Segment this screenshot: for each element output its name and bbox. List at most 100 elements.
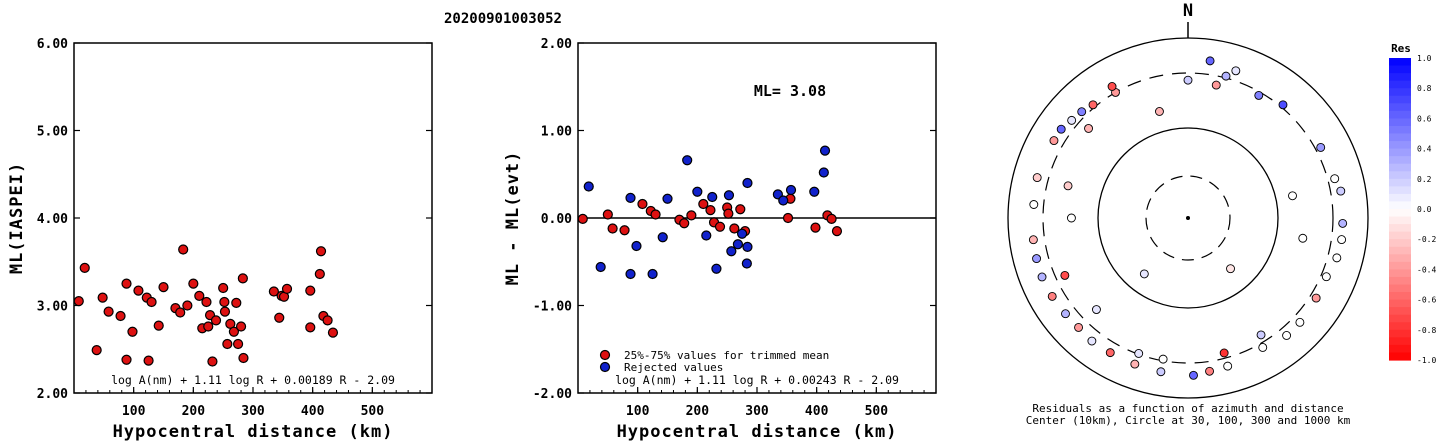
x-tick-label: 400 <box>301 404 325 419</box>
data-point <box>238 352 249 364</box>
colorbar-cell <box>1389 125 1411 135</box>
station-point <box>1231 66 1241 76</box>
data-point <box>742 241 753 252</box>
data-point <box>274 312 285 323</box>
data-point <box>314 268 325 280</box>
magnitude-formula: log A(nm) + 1.11 log R + 0.00243 R - 2.0… <box>615 373 899 387</box>
station-point <box>1298 233 1308 243</box>
data-point <box>268 286 279 297</box>
data-point <box>222 338 233 350</box>
x-axis-label: Hypocentral distance (km) <box>617 422 898 441</box>
data-point <box>577 213 588 224</box>
colorbar-cell <box>1389 201 1411 210</box>
colorbar-cell <box>1389 239 1411 248</box>
station-point <box>1282 331 1292 340</box>
colorbar-cell <box>1389 337 1411 346</box>
data-point <box>707 191 718 203</box>
data-point <box>647 268 658 280</box>
data-point <box>158 282 169 293</box>
station-point <box>1032 173 1042 183</box>
colorbar-cell <box>1389 352 1411 361</box>
colorbar-cell <box>1389 322 1411 331</box>
colorbar-cell <box>1389 88 1411 97</box>
colorbar-cell <box>1389 58 1411 67</box>
data-point <box>625 192 636 203</box>
data-point <box>103 306 114 317</box>
colorbar-tick-label: 0.0 <box>1417 205 1432 214</box>
plot-frame <box>73 42 433 394</box>
data-point <box>810 222 821 233</box>
data-point <box>726 246 737 257</box>
x-tick-label: 100 <box>626 404 650 419</box>
data-point <box>115 310 126 322</box>
data-point <box>637 198 648 210</box>
y-tick-label: 1.00 <box>541 125 572 140</box>
station-point <box>1049 136 1059 146</box>
data-point <box>201 296 212 308</box>
colorbar-tick-label: -0.4 <box>1417 265 1436 274</box>
data-point <box>732 239 744 250</box>
x-tick-label: 500 <box>865 404 889 419</box>
data-point <box>679 218 690 229</box>
data-point <box>809 186 820 197</box>
station-point <box>1295 317 1305 327</box>
legend-marker-trimmed <box>599 349 611 361</box>
data-point <box>583 181 594 192</box>
station-point <box>1223 361 1233 371</box>
outer-circle <box>1007 37 1369 399</box>
legend-label-trimmed: 25%-75% values for trimmed mean <box>624 349 829 362</box>
station-point <box>1330 174 1340 184</box>
colorbar-tick-label: 1.0 <box>1417 54 1432 63</box>
data-point <box>219 306 231 317</box>
station-point <box>1183 75 1193 85</box>
data-point <box>218 282 229 294</box>
station-point <box>1258 343 1268 352</box>
colorbar-cell <box>1389 231 1411 240</box>
y-axis-label: ML - ML(evt) <box>503 151 523 286</box>
north-label: N <box>1183 1 1193 21</box>
data-point <box>232 338 244 350</box>
data-point <box>785 184 797 196</box>
data-point <box>819 145 831 156</box>
data-point <box>723 208 734 219</box>
station-point <box>1211 80 1221 90</box>
colorbar-cell <box>1389 80 1411 89</box>
station-point <box>1338 218 1348 228</box>
colorbar-cell <box>1389 118 1411 127</box>
data-point <box>831 226 843 237</box>
data-point <box>133 285 144 296</box>
x-tick-label: 500 <box>361 404 385 419</box>
data-point <box>826 213 837 224</box>
data-point <box>625 268 636 280</box>
station-point <box>1084 124 1093 133</box>
colorbar-scale <box>1389 58 1411 361</box>
legend-marker-rejected <box>599 361 611 373</box>
station-point <box>1037 272 1047 282</box>
station-point <box>1063 181 1073 191</box>
data-point <box>91 345 102 356</box>
data-point <box>97 292 108 303</box>
data-point <box>79 262 90 273</box>
data-point <box>782 212 794 224</box>
station-point <box>1278 100 1288 110</box>
colorbar-cell <box>1389 156 1411 165</box>
y-tick-label: -2.00 <box>533 387 572 402</box>
colorbar-tick-label: -0.6 <box>1417 296 1436 305</box>
colorbar-cell <box>1389 103 1411 112</box>
station-point <box>1028 235 1038 245</box>
data-point <box>210 315 222 326</box>
data-point <box>146 296 157 308</box>
data-point <box>305 322 316 333</box>
data-point <box>714 221 726 232</box>
colorbar-cell <box>1389 307 1411 316</box>
data-point <box>73 296 84 307</box>
data-point <box>705 205 716 216</box>
colorbar-cell <box>1389 246 1411 255</box>
data-points <box>73 244 339 367</box>
station-point <box>1189 370 1198 380</box>
station-point <box>1205 56 1215 66</box>
data-point <box>595 261 606 273</box>
axis-ticks: 100 200 300 400 500 2.00 3.00 4.00 5.00 6.00 <box>37 37 432 419</box>
colorbar-cell <box>1389 193 1411 203</box>
colorbar-tick-label: -0.8 <box>1417 326 1436 335</box>
